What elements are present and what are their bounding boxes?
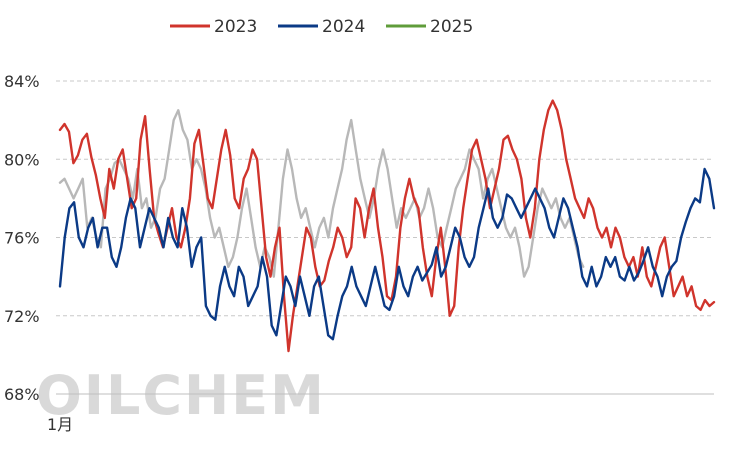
x-tick-label: 1月 bbox=[47, 415, 73, 434]
y-tick-label-80: 80% bbox=[4, 150, 40, 169]
series-lines bbox=[58, 99, 716, 353]
y-tick-label-76: 76% bbox=[4, 229, 40, 248]
axes: 68% 72% 76% 80% 84% 1月 bbox=[4, 72, 714, 434]
series-line-unlabeled bbox=[58, 109, 585, 278]
legend-label-2024: 2024 bbox=[322, 17, 365, 37]
legend-label-2023: 2023 bbox=[214, 17, 257, 37]
y-tick-label-84: 84% bbox=[4, 72, 40, 91]
legend: 2023 2024 2025 bbox=[170, 17, 473, 37]
y-tick-label-68: 68% bbox=[4, 385, 40, 404]
watermark-text: OILCHEM bbox=[36, 364, 326, 427]
legend-label-2025: 2025 bbox=[430, 17, 473, 37]
y-tick-label-72: 72% bbox=[4, 307, 40, 326]
series-line-2024 bbox=[58, 167, 716, 341]
